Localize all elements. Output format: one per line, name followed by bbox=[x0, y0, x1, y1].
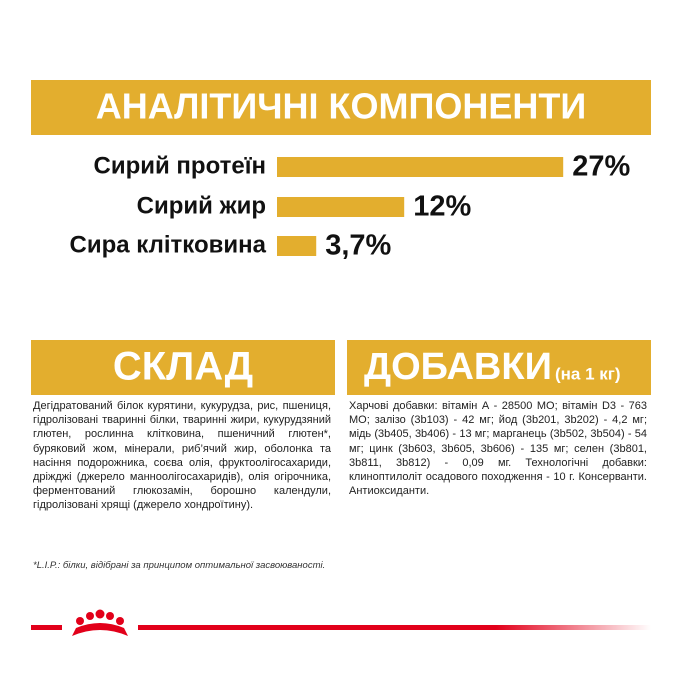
category-label: Сира клітковина bbox=[70, 231, 267, 258]
title-banner bbox=[31, 80, 651, 135]
additives-text: Харчові добавки: вітамін А - 28500 МО; в… bbox=[349, 400, 647, 498]
bar bbox=[277, 236, 317, 256]
additives-title: ДОБАВКИ bbox=[364, 346, 552, 388]
composition-text: Дегідратований білок курятини, кукурудза… bbox=[33, 400, 331, 512]
footer-line bbox=[31, 625, 651, 630]
value-label: 3,7% bbox=[325, 230, 391, 262]
bar bbox=[277, 157, 564, 177]
value-label: 27% bbox=[572, 151, 630, 183]
bar bbox=[277, 197, 405, 217]
composition-banner bbox=[31, 340, 335, 395]
category-label: Сирий жир bbox=[137, 192, 266, 219]
category-label: Сирий протеїн bbox=[94, 152, 267, 179]
chart-title: АНАЛІТИЧНІ КОМПОНЕНТИ bbox=[96, 86, 587, 127]
logo bbox=[62, 609, 138, 642]
footnote: *L.I.P.: білки, відібрані за принципом о… bbox=[33, 560, 326, 571]
additives-banner bbox=[347, 340, 651, 395]
additives-subtitle: (на 1 кг) bbox=[555, 364, 621, 383]
value-label: 12% bbox=[413, 191, 471, 223]
composition-title: СКЛАД bbox=[113, 345, 253, 389]
